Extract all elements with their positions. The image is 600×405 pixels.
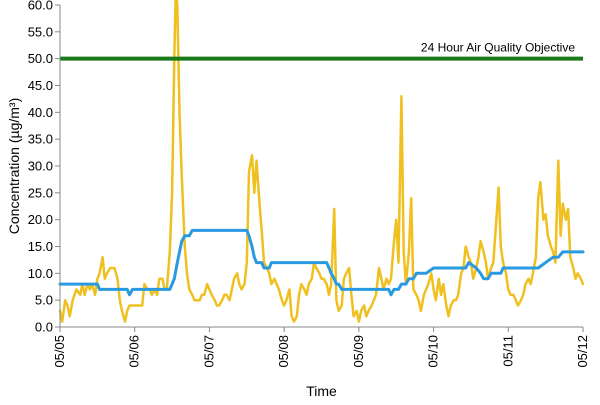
y-tick-label: 20.0 <box>28 212 53 227</box>
series-line-blue <box>58 228 585 297</box>
x-tick-label: 05/06 <box>127 335 142 368</box>
x-tick-label: 05/11 <box>500 335 515 367</box>
x-tick-label: 05/12 <box>575 335 590 368</box>
y-tick-label: 60.0 <box>28 0 53 13</box>
series-line-yellow <box>58 0 585 323</box>
y-axis-title: Concentration (µg/m³) <box>6 98 22 234</box>
x-tick-label: 05/09 <box>351 335 366 368</box>
y-tick-label: 10.0 <box>28 266 53 281</box>
y-tick-label: 30.0 <box>28 159 53 174</box>
y-tick-label: 25.0 <box>28 185 53 200</box>
y-tick-label: 50.0 <box>28 51 53 66</box>
y-tick-label: 15.0 <box>28 239 53 254</box>
x-axis-ticks: 05/05 05/06 05/07 05/08 05/09 05/10 05/11 05/12 <box>52 327 590 368</box>
objective-layer: 24 Hour Air Quality Objective <box>60 41 583 61</box>
y-tick-label: 0.0 <box>35 320 53 335</box>
y-tick-label: 35.0 <box>28 132 53 147</box>
y-tick-label: 5.0 <box>35 293 53 308</box>
x-tick-label: 05/05 <box>52 335 67 368</box>
y-tick-label: 45.0 <box>28 78 53 93</box>
y-axis-ticks: 0.0 5.0 10.0 15.0 20.0 25.0 30.0 35.0 40.0 45.0 50… <box>28 0 60 335</box>
y-tick-label: 55.0 <box>28 24 53 39</box>
objective-label: 24 Hour Air Quality Objective <box>421 41 575 55</box>
y-tick-label: 40.0 <box>28 105 53 120</box>
x-tick-label: 05/07 <box>201 335 216 368</box>
x-tick-label: 05/08 <box>276 335 291 368</box>
axes-layer <box>59 5 583 328</box>
x-axis-title: Time <box>306 383 337 399</box>
x-tick-label: 05/10 <box>426 335 441 368</box>
series-layer <box>58 0 585 323</box>
